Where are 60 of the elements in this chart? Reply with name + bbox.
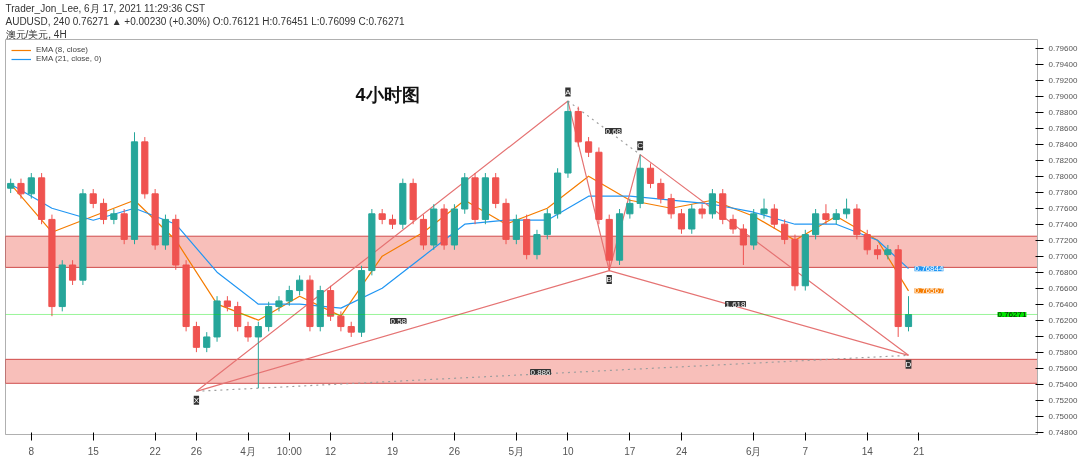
y-tick-label: 0.76000 bbox=[1048, 331, 1078, 341]
data-label: 0.76567 bbox=[914, 286, 944, 296]
y-tick-label: 0.74800 bbox=[1048, 427, 1078, 437]
y-tick-label: 0.78600 bbox=[1048, 123, 1078, 133]
y-tick-label: 0.76600 bbox=[1048, 283, 1078, 293]
x-tick-label: 5月 bbox=[508, 445, 525, 457]
legend-label: EMA (21, close, 0) bbox=[36, 54, 102, 63]
annotation: 0.58 bbox=[390, 316, 407, 326]
y-tick-label: 0.78400 bbox=[1048, 139, 1078, 149]
text: AUDUSD, 240 0.76271 ▲ +0.00230 (+0.30%) O:0.76121 H:0.76451 L:0.76099 C:0.76271 bbox=[5, 15, 406, 27]
x-tick-label: 10:00 bbox=[276, 445, 303, 457]
annotation: 0.68 bbox=[605, 126, 622, 136]
y-tick-label: 0.75800 bbox=[1048, 347, 1078, 357]
x-tick-label: 22 bbox=[149, 445, 162, 457]
data-label: 0.76844 bbox=[914, 264, 944, 274]
x-tick-label: 8 bbox=[28, 445, 35, 457]
data-label: D bbox=[905, 359, 912, 369]
ref-line-label: 0.76271 bbox=[997, 309, 1027, 319]
x-tick-label: 4月 bbox=[240, 445, 256, 457]
y-tick-label: 0.75000 bbox=[1048, 411, 1078, 421]
y-tick-label: 0.77800 bbox=[1048, 187, 1078, 197]
y-tick-label: 0.77200 bbox=[1048, 235, 1078, 245]
text: 澳元/美元, 4H bbox=[5, 28, 67, 40]
y-tick-label: 0.75200 bbox=[1048, 395, 1078, 405]
x-tick-label: 21 bbox=[913, 445, 925, 457]
annotation: 0.886 bbox=[530, 367, 552, 377]
x-tick-label: 15 bbox=[87, 445, 100, 457]
x-tick-label: 6月 bbox=[745, 445, 762, 457]
legend-label: EMA (8, close) bbox=[36, 45, 89, 54]
y-tick-label: 0.75600 bbox=[1048, 363, 1078, 373]
x-tick-label: 24 bbox=[675, 445, 688, 457]
data-label: X bbox=[193, 395, 200, 405]
x-tick-label: 14 bbox=[861, 445, 874, 457]
y-tick-label: 0.77000 bbox=[1048, 251, 1078, 261]
x-tick-label: 17 bbox=[624, 445, 636, 457]
y-tick-label: 0.77400 bbox=[1048, 219, 1078, 229]
x-tick-label: 26 bbox=[448, 445, 461, 457]
y-tick-label: 0.75400 bbox=[1048, 379, 1078, 389]
y-tick-label: 0.76400 bbox=[1048, 299, 1078, 309]
y-tick-label: 0.76800 bbox=[1048, 267, 1078, 277]
y-tick-label: 0.79200 bbox=[1048, 75, 1078, 85]
x-tick-label: 7 bbox=[802, 445, 809, 457]
text: Trader_Jon_Lee, 6月 17, 2021 11:29:36 CST bbox=[5, 2, 206, 14]
y-tick-label: 0.77600 bbox=[1048, 203, 1078, 213]
y-tick-label: 0.78800 bbox=[1048, 107, 1078, 117]
x-tick-label: 19 bbox=[386, 445, 399, 457]
data-label: C bbox=[637, 141, 644, 151]
y-tick-label: 0.78000 bbox=[1048, 171, 1078, 181]
data-label: A bbox=[565, 87, 572, 97]
y-tick-label: 0.79600 bbox=[1048, 43, 1078, 53]
x-tick-label: 10 bbox=[562, 445, 574, 457]
annotation: 1.618 bbox=[725, 299, 747, 309]
y-tick-label: 0.79000 bbox=[1048, 91, 1078, 101]
x-tick-label: 12 bbox=[325, 445, 337, 457]
y-tick-label: 0.76200 bbox=[1048, 315, 1078, 325]
text: 4小时图 bbox=[355, 84, 420, 105]
y-tick-label: 0.78200 bbox=[1048, 155, 1078, 165]
data-label: B bbox=[606, 275, 612, 285]
y-tick-label: 0.79400 bbox=[1048, 59, 1078, 69]
x-tick-label: 26 bbox=[190, 445, 203, 457]
